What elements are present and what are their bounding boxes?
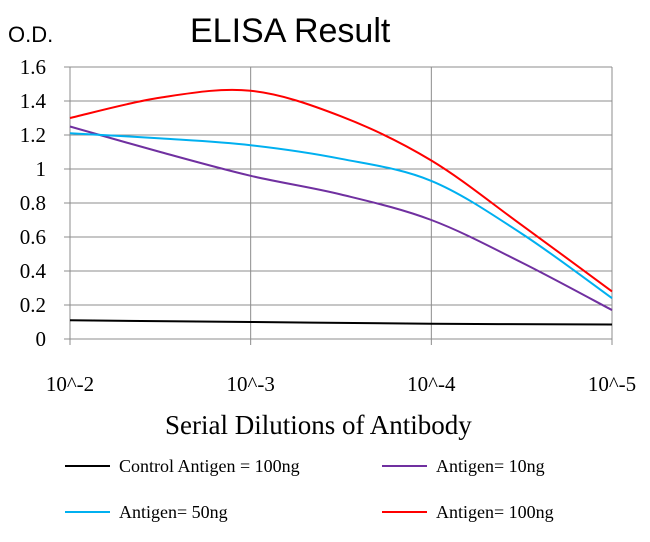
y-tick-label: 1 [36, 157, 47, 181]
x-tick-label: 10^-2 [46, 372, 94, 396]
series-line-2 [69, 132, 613, 300]
y-tick-label: 0.4 [20, 259, 47, 283]
x-tick-label: 10^-3 [226, 372, 274, 396]
x-axis-label: Serial Dilutions of Antibody [165, 410, 472, 440]
y-tick-label: 0.6 [20, 225, 46, 249]
legend-label: Antigen= 50ng [119, 502, 228, 522]
legend: Control Antigen = 100ng Antigen= 10ng Anti… [65, 456, 554, 522]
y-tick-label: 0.2 [20, 293, 46, 317]
series-lines [69, 88, 613, 326]
y-tick-label: 1.2 [20, 123, 46, 147]
series-line-0 [69, 319, 613, 326]
series-line-3 [69, 88, 613, 293]
y-tick-label: 0 [36, 327, 47, 351]
y-tick-label: 1.4 [20, 89, 47, 113]
y-tick-label: 1.6 [20, 55, 46, 79]
series-line-1 [69, 125, 613, 311]
y-tick-labels: 0 0.2 0.4 0.6 0.8 1 1.2 1.4 1.6 [20, 55, 47, 351]
chart-title: ELISA Result [190, 12, 391, 50]
legend-label: Antigen= 100ng [436, 502, 554, 522]
legend-label: Control Antigen = 100ng [119, 456, 300, 476]
x-tick-labels: 10^-2 10^-3 10^-4 10^-5 [46, 372, 636, 396]
y-tick-label: 0.8 [20, 191, 46, 215]
x-tick-label: 10^-5 [588, 372, 636, 396]
legend-label: Antigen= 10ng [436, 456, 545, 476]
y-axis-label: O.D. [8, 22, 53, 47]
x-tick-label: 10^-4 [407, 372, 456, 396]
grid [64, 66, 613, 345]
